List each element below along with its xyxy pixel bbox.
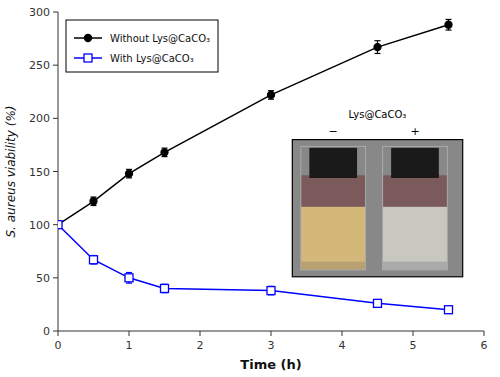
y-tick — [53, 331, 58, 332]
x-tick — [129, 331, 130, 336]
bottle-outline — [301, 146, 366, 269]
y-tick-label: 300 — [29, 6, 50, 19]
y-tick-label: 0 — [43, 325, 50, 338]
inset-photo — [292, 140, 462, 277]
legend-marker — [84, 54, 92, 62]
x-tick-label: 4 — [339, 339, 346, 352]
error-bar — [126, 169, 132, 178]
x-tick — [484, 331, 485, 336]
data-point — [126, 170, 133, 177]
legend: Without Lys@CaCO₃ With Lys@CaCO₃ — [66, 20, 218, 72]
legend-marker — [85, 35, 92, 42]
x-tick-label: 2 — [197, 339, 204, 352]
x-tick-label: 1 — [126, 339, 133, 352]
annotation: Lys@CaCO₃ — [349, 109, 407, 120]
x-tick — [58, 331, 59, 336]
error-bar — [162, 284, 168, 293]
error-bar-cap — [126, 283, 132, 284]
data-point — [445, 306, 453, 314]
error-bar-cap — [375, 40, 381, 41]
error-bar-cap — [126, 272, 132, 273]
error-bar-cap — [446, 29, 452, 30]
data-point — [161, 149, 168, 156]
series-line — [58, 225, 449, 310]
y-tick — [53, 65, 58, 66]
bottle-upper — [301, 175, 366, 208]
axes: 0 1 2 3 4 5 6 0 50 100 150 200 250 300 — [29, 6, 488, 352]
x-tick — [413, 331, 414, 336]
x-tick — [200, 331, 201, 336]
x-tick-label: 6 — [481, 339, 488, 352]
y-axis-label: S. aureus viability (%) — [4, 106, 18, 238]
error-bar — [446, 307, 452, 313]
data-point — [125, 274, 133, 282]
bottle-bottom — [301, 262, 366, 270]
data-point — [374, 299, 382, 307]
bottle-bottom — [383, 262, 448, 270]
series — [58, 19, 452, 228]
bottle-liquid — [301, 207, 366, 263]
x-tick-label: 5 — [410, 339, 417, 352]
inset-background — [292, 140, 462, 277]
y-tick-label: 100 — [29, 219, 50, 232]
legend-label: Without Lys@CaCO₃ — [110, 33, 210, 44]
error-bar — [268, 91, 274, 100]
data-point — [268, 91, 275, 98]
data-point — [90, 198, 97, 205]
y-tick-label: 150 — [29, 166, 50, 179]
bottle-liquid — [383, 207, 448, 263]
error-bar — [375, 41, 381, 54]
bottle-outline — [383, 146, 448, 269]
error-bar — [162, 148, 168, 157]
x-axis-label: Time (h) — [240, 357, 301, 372]
data-point — [445, 21, 452, 28]
data-point — [161, 284, 169, 292]
x-tick — [271, 331, 272, 336]
error-bar — [91, 256, 97, 265]
error-bar — [126, 273, 132, 284]
y-tick — [53, 12, 58, 13]
bottle-cap — [391, 148, 439, 178]
data-point — [58, 221, 62, 229]
error-bar — [268, 286, 274, 295]
data-point — [267, 287, 275, 295]
series-line — [58, 25, 449, 225]
chart: 0 1 2 3 4 5 6 0 50 100 150 200 250 300 Time (h) S. aure… — [0, 0, 500, 377]
y-tick — [53, 277, 58, 278]
error-bar — [91, 197, 97, 206]
plot-data — [58, 19, 453, 313]
x-tick-label: 0 — [55, 339, 62, 352]
error-bar-cap — [375, 53, 381, 54]
y-tick-label: 250 — [29, 59, 50, 72]
data-point — [90, 256, 98, 264]
bottle-upper — [383, 175, 448, 208]
data-point — [58, 221, 62, 228]
y-tick — [53, 118, 58, 119]
x-tick — [342, 331, 343, 336]
y-tick-label: 50 — [36, 272, 50, 285]
error-bar — [446, 19, 452, 30]
x-tick-label: 3 — [268, 339, 275, 352]
annotation: + — [410, 125, 419, 138]
error-bar-cap — [446, 19, 452, 20]
annotation: − — [329, 125, 338, 138]
y-tick-label: 200 — [29, 112, 50, 125]
y-tick — [53, 224, 58, 225]
series — [58, 221, 453, 314]
legend-frame — [66, 20, 218, 72]
legend-label: With Lys@CaCO₃ — [110, 53, 194, 64]
data-point — [374, 44, 381, 51]
bottle-cap — [309, 148, 357, 178]
y-tick — [53, 171, 58, 172]
error-bar — [375, 300, 381, 306]
